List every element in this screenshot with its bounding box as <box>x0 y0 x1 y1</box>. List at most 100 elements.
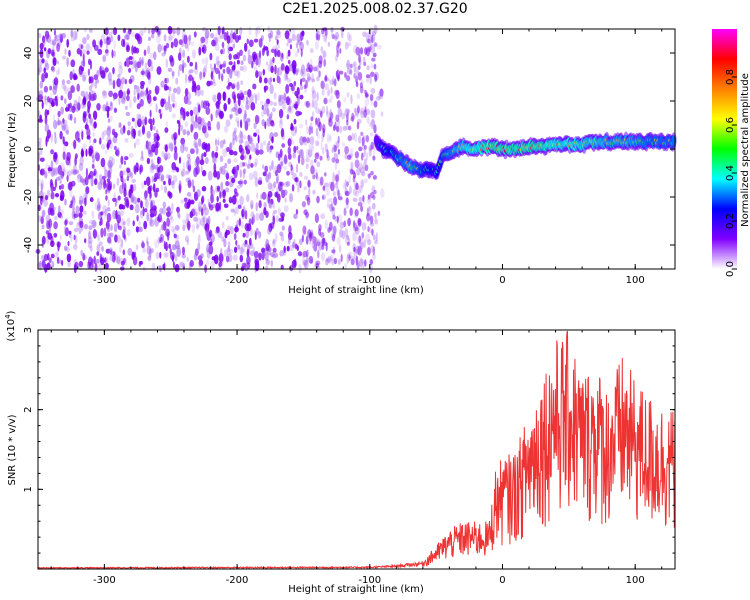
heatmap-cell <box>217 231 223 239</box>
heatmap-cell <box>331 249 336 254</box>
heatmap-cell <box>43 172 48 179</box>
heatmap-cell <box>171 254 174 263</box>
heatmap-cell <box>349 168 354 175</box>
heatmap-cell <box>85 117 89 124</box>
heatmap-cell <box>287 59 291 65</box>
heatmap-cell <box>137 129 141 137</box>
heatmap-cell <box>146 236 149 245</box>
heatmap-cell <box>262 140 267 146</box>
heatmap-cell <box>226 247 231 256</box>
heatmap-cell <box>56 38 62 44</box>
heatmap-cell <box>198 259 204 267</box>
heatmap-cell <box>81 49 87 55</box>
heatmap-cell <box>170 225 175 233</box>
heatmap-cell <box>296 96 300 107</box>
heatmap-cell <box>107 71 112 82</box>
heatmap-cell <box>62 151 66 161</box>
heatmap-cell <box>276 164 282 174</box>
heatmap-cell <box>327 198 330 208</box>
heatmap-cell <box>280 63 285 71</box>
heatmap-cells <box>35 24 677 274</box>
heatmap-cell <box>315 127 319 137</box>
heatmap-cell <box>295 208 299 215</box>
heatmap-cell <box>40 179 45 190</box>
heatmap-cell <box>150 248 154 253</box>
heatmap-cell <box>221 41 225 49</box>
heatmap-cell <box>297 185 300 193</box>
heatmap-cell <box>193 119 199 129</box>
heatmap-cell <box>239 89 244 97</box>
heatmap-cell <box>332 214 336 220</box>
heatmap-cell <box>309 48 314 54</box>
heatmap-cell <box>186 239 190 246</box>
heatmap-cell <box>113 145 117 151</box>
heatmap-cell <box>344 73 348 80</box>
heatmap-cell <box>320 80 324 89</box>
heatmap-cell <box>89 197 94 203</box>
heatmap-cell <box>312 66 318 72</box>
heatmap-cell <box>105 50 109 57</box>
heatmap-cell <box>151 175 155 183</box>
heatmap-cell <box>241 208 245 218</box>
heatmap-cell <box>269 57 273 66</box>
heatmap-cell <box>106 212 112 223</box>
heatmap-cell <box>103 184 106 190</box>
heatmap-cell <box>354 151 360 159</box>
heatmap-cell <box>347 42 352 47</box>
heatmap-cell <box>259 142 264 152</box>
heatmap-cell <box>140 84 145 90</box>
heatmap-cell <box>150 164 155 171</box>
heatmap-cell <box>149 213 155 218</box>
heatmap-cell <box>171 167 177 173</box>
heatmap-cell <box>291 34 297 42</box>
heatmap-cell <box>84 197 87 207</box>
heatmap-cell <box>51 39 57 46</box>
heatmap-cell <box>204 223 208 231</box>
heatmap-cell <box>41 101 44 109</box>
heatmap-cell <box>369 191 375 199</box>
heatmap-cell <box>327 227 331 233</box>
heatmap-cell <box>77 102 81 111</box>
heatmap-cell <box>298 238 303 246</box>
heatmap-cell <box>88 145 94 155</box>
heatmap-cell <box>52 40 57 46</box>
heatmap-cell <box>92 110 98 120</box>
heatmap-cell <box>273 132 279 138</box>
heatmap-cell <box>219 34 225 40</box>
heatmap-cell <box>324 219 328 230</box>
heatmap-cell <box>164 101 170 111</box>
heatmap-cell <box>242 54 247 62</box>
heatmap-cell <box>372 234 376 241</box>
heatmap-cell <box>141 115 146 126</box>
heatmap-cell <box>83 56 86 65</box>
heatmap-cell <box>61 79 66 85</box>
heatmap-cell <box>257 180 263 185</box>
heatmap-cell <box>140 80 145 87</box>
heatmap-cell <box>352 171 357 179</box>
heatmap-cell <box>146 90 150 101</box>
heatmap-cell <box>198 205 201 216</box>
heatmap-cell <box>130 196 135 203</box>
heatmap-cell <box>280 155 283 166</box>
heatmap-cell <box>224 187 230 193</box>
heatmap-cell <box>370 170 374 176</box>
heatmap-cell <box>135 226 140 233</box>
heatmap-cell <box>330 232 334 241</box>
heatmap-cell <box>47 47 52 55</box>
heatmap-cell <box>199 154 204 161</box>
heatmap-cell <box>131 117 135 122</box>
heatmap-cell <box>41 224 45 230</box>
heatmap-cell <box>228 69 233 75</box>
heatmap-cell <box>111 128 116 136</box>
heatmap-cell <box>245 104 250 110</box>
heatmap-cell <box>288 193 294 203</box>
heatmap-cell <box>230 208 235 213</box>
heatmap-cell <box>279 250 284 257</box>
heatmap-cell <box>124 34 130 40</box>
heatmap-cell <box>331 33 336 40</box>
heatmap-cell <box>216 185 221 192</box>
heatmap-cell <box>301 77 306 83</box>
heatmap-cell <box>189 109 194 117</box>
heatmap-cell <box>255 227 259 236</box>
heatmap-cell <box>195 156 200 166</box>
